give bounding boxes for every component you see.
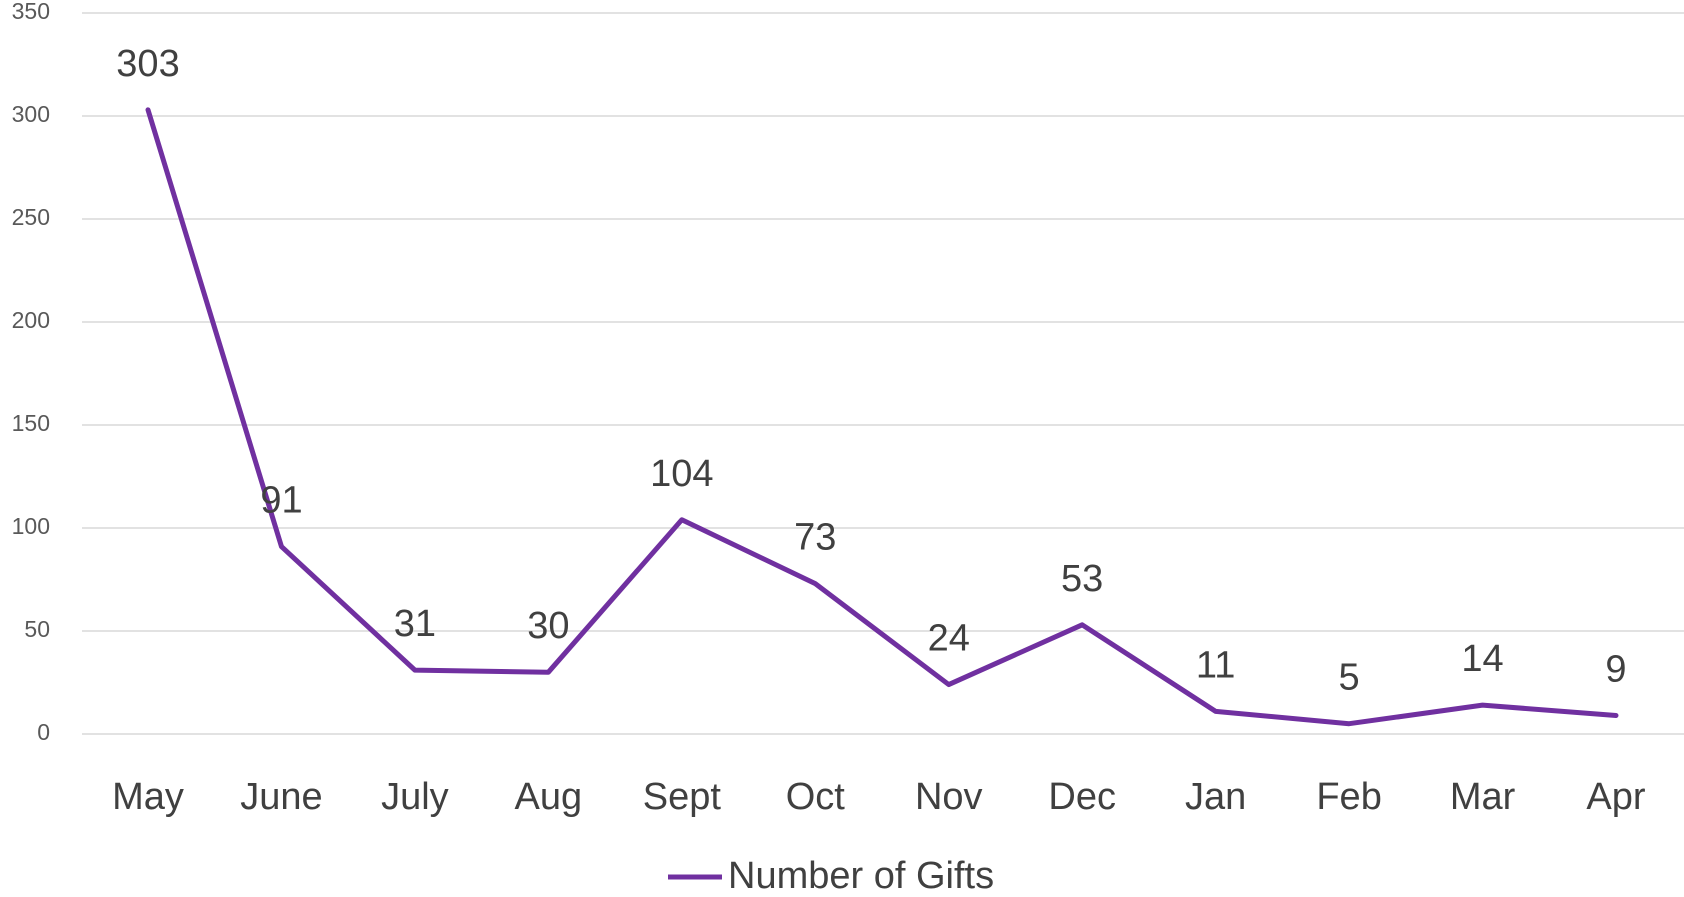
data-label: 303 [116,43,179,85]
y-tick-label: 150 [12,410,50,436]
data-label: 9 [1605,648,1626,690]
data-label: 14 [1461,638,1503,680]
x-tick-label: Nov [915,776,983,818]
y-tick-label: 350 [12,0,50,24]
data-label: 11 [1196,644,1235,686]
data-label: 91 [260,480,302,522]
y-tick-label: 250 [12,204,50,230]
x-tick-label: Dec [1048,776,1116,818]
data-label: 24 [928,618,970,660]
x-tick-label: Apr [1586,776,1645,818]
series-line [145,107,1619,727]
x-tick-label: Aug [515,776,583,818]
x-tick-label: Jan [1185,776,1246,818]
y-tick-label: 0 [37,719,50,745]
y-tick-label: 300 [12,101,50,127]
x-tick-label: Sept [643,776,722,818]
legend-label: Number of Gifts [728,855,994,897]
y-tick-label: 50 [24,616,50,642]
data-label: 5 [1339,657,1360,699]
x-tick-label: Feb [1316,776,1381,818]
data-label: 104 [650,453,713,495]
data-label: 31 [394,603,436,645]
y-tick-label: 200 [12,307,50,333]
x-tick-label: Oct [786,776,846,818]
x-tick-label: May [112,776,184,818]
data-label: 30 [527,605,569,647]
x-tick-label: July [381,776,449,818]
x-tick-label: Mar [1450,776,1516,818]
x-tick-label: June [240,776,322,818]
y-tick-label: 100 [12,513,50,539]
data-label: 73 [794,517,836,559]
data-label: 53 [1061,558,1103,600]
